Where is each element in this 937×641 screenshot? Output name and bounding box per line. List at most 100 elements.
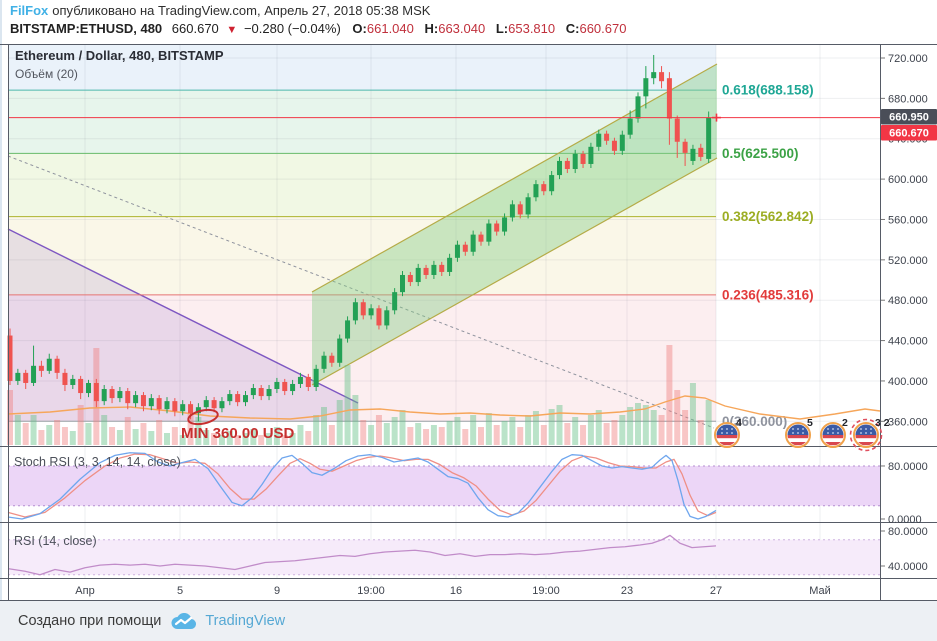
volume-bar [564,423,571,445]
candle-body [557,160,562,176]
volume-bar [485,413,492,445]
volume-bar [619,415,626,445]
svg-text:660.950: 660.950 [889,112,929,124]
page-left-edge [0,0,2,641]
volume-bar [399,410,406,445]
candle-body [407,274,413,283]
fib-label: 0(360.000) [722,414,787,429]
volume-bar [415,423,422,445]
candle-body [78,378,84,394]
candle-body [643,78,649,97]
candle-body [360,302,366,316]
stoch-k-line [7,452,717,520]
candle-body [15,372,21,381]
candle-body [133,395,139,404]
volume-bar [391,417,398,445]
volume-bar [580,425,587,445]
rsi-band [8,539,880,575]
stoch-d-line [7,453,717,518]
economic-event-icon[interactable]: 2 [820,417,848,448]
rsi-tick-label: 40.0000 [888,561,928,573]
fib-band [8,153,716,217]
price-tick-label: 360.000 [888,416,928,428]
candle-body [109,389,115,399]
volume-bar [116,430,123,445]
volume-bar [478,427,484,445]
price-tick-label: 720.000 [888,53,928,65]
volume-bar [493,425,500,445]
volume-bar [101,415,108,445]
candle-body [243,395,248,403]
candle-body [274,381,280,390]
economic-event-icon[interactable]: 4 [714,417,742,448]
volume-bar [595,410,602,445]
candle-body [313,368,319,387]
volume-bar [242,433,249,445]
event-count: 3 2 [875,417,890,429]
volume-bar [603,423,610,445]
price-chart-canvas[interactable]: 0.618(688.158) 0.5(625.500) 0.382(562.842)… [0,0,937,601]
stoch-tick-label: 80.0000 [888,461,928,473]
published-text: опубликовано на TradingView.com, Апрель … [52,3,431,18]
candle-body [117,391,123,399]
time-tick-label: Апр [75,585,94,597]
candle-body [635,96,641,119]
event-count: 4 [736,417,742,429]
volume-bar [697,420,704,445]
volume-bar [226,431,233,445]
volume-bar [375,415,382,445]
candle-body [329,355,335,363]
volume-bar [650,410,657,445]
high-value: 663.040 [438,21,486,36]
volume-bar [352,395,359,445]
price-tick-label: 440.000 [888,336,928,348]
candle-body [611,140,617,151]
candle-body [502,217,508,232]
candle-body [509,204,515,218]
descending-triangle-line [7,228,359,404]
candle-body [525,197,531,215]
filfox-link[interactable]: FilFox [10,3,49,18]
candle-body [140,395,146,407]
volume-bar [234,435,241,445]
volume-bar [171,427,178,445]
event-count: 2 [842,417,848,429]
candle-body [431,264,437,275]
descending-triangle-fill [8,229,358,421]
price-tick-label: 480.000 [888,295,928,307]
open-label: O: [352,21,367,36]
candle-body [439,264,445,272]
volume-bar [124,417,131,445]
time-tick-label: 19:00 [357,585,385,597]
volume-bar [368,425,375,445]
candle-body [352,302,358,321]
volume-bar [383,423,390,445]
volume-bar [423,429,430,445]
volume-bar [635,403,641,445]
candle-body [305,376,311,387]
volume-bar [61,427,68,445]
candle-body [7,335,13,381]
volume-bar [430,425,437,445]
tradingview-link[interactable]: TradingView [205,613,286,629]
fib-label: 0.618(688.158) [722,83,814,98]
candle-body [203,400,209,408]
volume-bar [258,435,265,445]
candle-body [266,389,272,397]
volume-bar [572,417,579,445]
volume-bar [30,415,37,445]
candle-body [517,204,523,215]
channel-line [311,157,718,386]
price-tick-label: 520.000 [888,255,928,267]
candle-body [125,391,131,404]
published-line: FilFox опубликовано на TradingView.com, А… [10,3,633,18]
candle-body [564,160,570,170]
volume-bar [273,427,280,445]
event-count: 5 [807,417,813,429]
price-tick-label: 560.000 [888,214,928,226]
economic-event-icon[interactable]: 3 2 [849,417,890,452]
min-circle-annotation [187,408,219,426]
volume-bar [148,431,155,445]
economic-event-icon[interactable]: 5 [785,417,813,448]
